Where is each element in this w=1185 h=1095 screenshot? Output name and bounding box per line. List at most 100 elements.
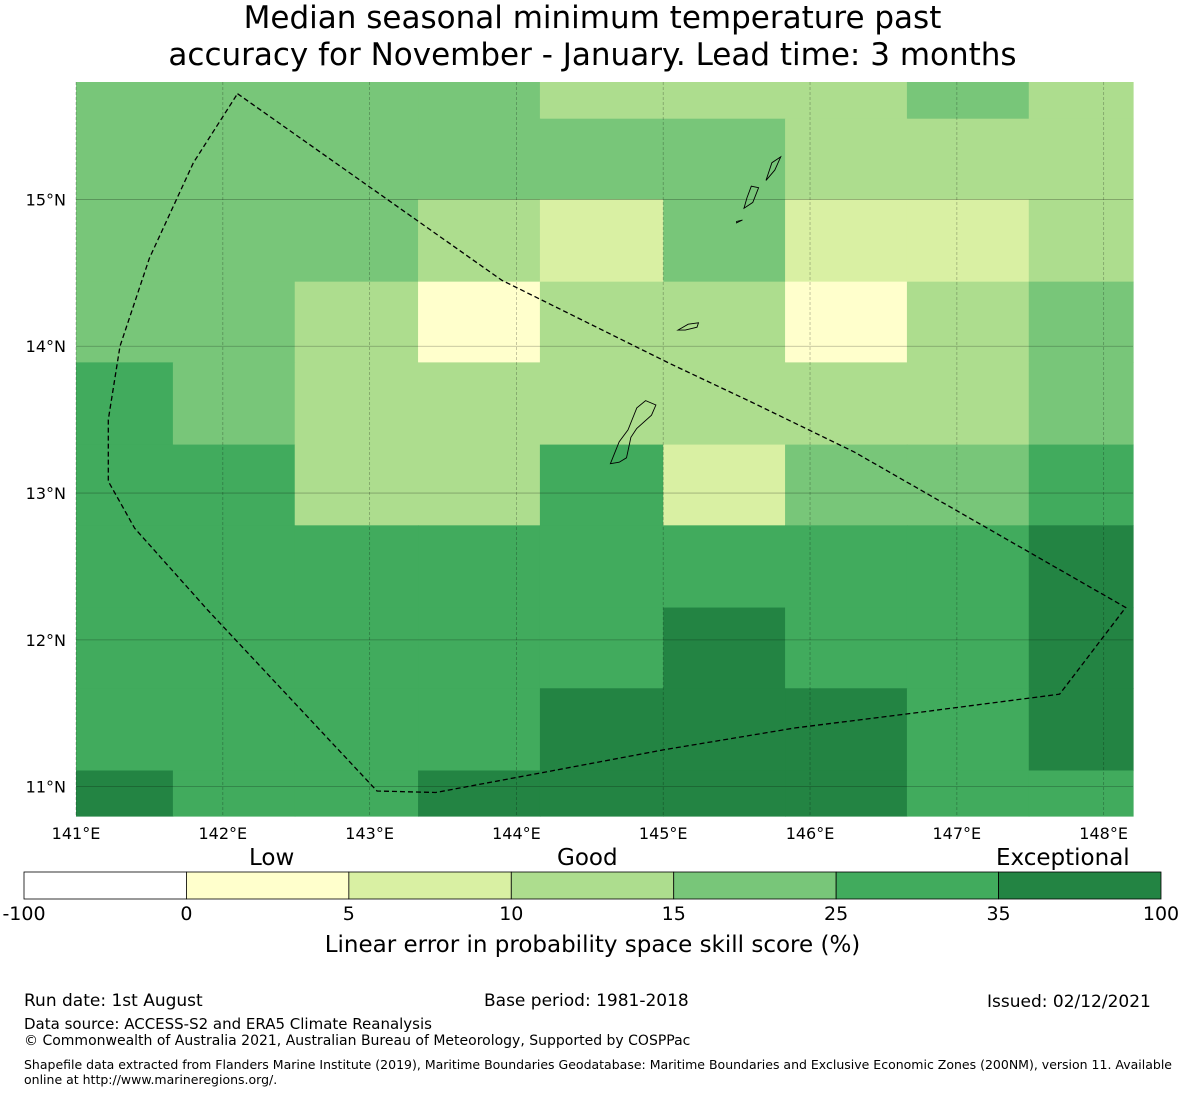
grid-cell [76, 607, 174, 689]
colorbar-bin [186, 871, 350, 900]
run-date: Run date: 1st August [24, 991, 203, 1011]
grid-cell [1028, 444, 1134, 526]
grid-cell [663, 444, 786, 526]
colorbar-tick-label: 15 [662, 903, 686, 925]
grid-cell [172, 362, 296, 446]
longitude-tick-label: 146°E [786, 824, 835, 843]
legend-category-good: Good [557, 845, 618, 871]
islands [609, 155, 782, 465]
eez-boundary [107, 93, 1127, 794]
grid-cell [172, 281, 296, 363]
colorbar-bin [673, 871, 837, 900]
grid-cell [76, 525, 174, 609]
colorbar-label: Linear error in probability space skill … [324, 932, 861, 958]
grid-cell [1028, 118, 1134, 201]
longitude-tick-label: 142°E [198, 824, 247, 843]
grid-cell [539, 770, 664, 817]
grid-cell [1028, 607, 1134, 689]
grid-cell [172, 118, 296, 201]
colorbar-bin [998, 871, 1162, 900]
grid-cell [906, 607, 1030, 689]
colorbar-tick-label: 35 [986, 903, 1010, 925]
grid-cell [906, 362, 1030, 446]
grid-cell [1028, 770, 1134, 817]
grid-cell [1028, 82, 1134, 120]
grid-cell [785, 118, 908, 201]
grid-cell [76, 118, 174, 201]
latitude-tick-label: 11°N [26, 778, 66, 797]
grid-cell [906, 525, 1030, 609]
grid-cell [172, 82, 296, 120]
copyright: © Commonwealth of Australia 2021, Austra… [24, 1033, 691, 1049]
grid-cell [539, 281, 664, 363]
grid-cell [539, 82, 664, 120]
grid-cell [294, 281, 419, 363]
grid-cell [785, 770, 908, 817]
colorbar-tick-label: 0 [180, 903, 192, 925]
grid-cell [172, 688, 296, 772]
grid-cell [76, 82, 174, 120]
grid-cell [76, 444, 174, 526]
grid-cell [294, 362, 419, 446]
grid-cell [418, 82, 541, 120]
grid-cell [1028, 281, 1134, 363]
graticule [75, 82, 1133, 816]
grid-cell [906, 770, 1030, 817]
grid-cell [418, 118, 541, 201]
grid-cell [785, 281, 908, 363]
grid-cell [76, 199, 174, 283]
colorbar-bin [510, 871, 675, 900]
longitude-labels: 141°E 142°E 143°E 144°E 145°E 146°E 147°E 148°E [52, 824, 1128, 843]
grid-cell [663, 525, 786, 609]
data-source: Data source: ACCESS-S2 and ERA5 Climate … [24, 1015, 432, 1033]
grid-cell [418, 199, 541, 283]
colorbar-bin [23, 871, 187, 900]
grid-cell [294, 82, 419, 120]
grid-cell [663, 770, 786, 817]
map-title: Median seasonal minimum temperature past… [0, 0, 1185, 74]
grid-cell [294, 444, 419, 526]
grid-cell [294, 525, 419, 609]
grid-cell [418, 525, 541, 609]
colorbar: -100 0 5 10 15 25 35 100 [2, 871, 1179, 925]
grid-cell [1028, 362, 1134, 446]
base-period: Base period: 1981-2018 [484, 991, 689, 1011]
latitude-labels: 11°N 12°N 13°N 14°N 15°N [26, 190, 66, 796]
grid-cell [172, 770, 296, 817]
grid-cell [539, 199, 664, 283]
grid-cell [906, 281, 1030, 363]
grid-cell [663, 118, 786, 201]
grid-cell [1028, 688, 1134, 772]
grid-cell [418, 281, 541, 363]
grid-cell [785, 444, 908, 526]
grid-cell [76, 281, 174, 363]
grid-cell [76, 688, 174, 772]
latitude-tick-label: 14°N [26, 337, 66, 356]
grid-cell [539, 688, 664, 772]
colorbar-bin [348, 871, 512, 900]
grid-cell [76, 362, 174, 446]
grid-cell [418, 688, 541, 772]
grid-cell [539, 118, 664, 201]
skill-score-map: 141°E 142°E 143°E 144°E 145°E 146°E 147°E 148°E… [26, 82, 1134, 843]
colorbar-tick-label: 10 [499, 903, 523, 925]
grid-cell [76, 770, 174, 817]
colorbar-bins [23, 871, 1162, 900]
longitude-tick-label: 148°E [1079, 824, 1128, 843]
grid-cell [906, 199, 1030, 283]
grid-cell [172, 444, 296, 526]
latitude-tick-label: 13°N [26, 484, 66, 503]
skill-grid-cells [76, 82, 1134, 817]
grid-cell [539, 362, 664, 446]
grid-cell [785, 607, 908, 689]
grid-cell [1028, 199, 1134, 283]
colorbar-tick-label: -100 [2, 903, 45, 925]
longitude-tick-label: 141°E [52, 824, 101, 843]
legend-category-low: Low [249, 845, 295, 871]
title-line-1: Median seasonal minimum temperature past [243, 0, 942, 36]
grid-cell [294, 199, 419, 283]
grid-cell [906, 444, 1030, 526]
latitude-tick-label: 12°N [26, 631, 66, 650]
island-outline [743, 185, 760, 210]
grid-cell [1028, 525, 1134, 609]
